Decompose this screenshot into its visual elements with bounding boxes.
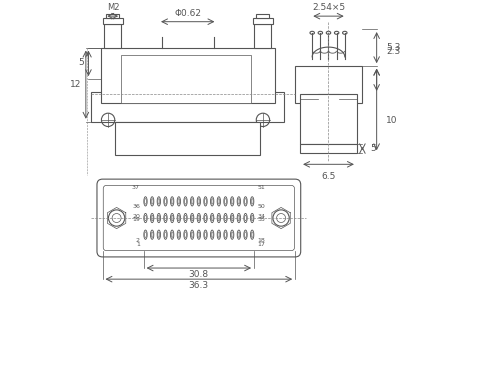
Text: 36.3: 36.3 bbox=[189, 281, 209, 290]
Text: 6.5: 6.5 bbox=[321, 172, 336, 181]
Bar bbox=[121, 55, 250, 103]
Bar bbox=[91, 92, 284, 122]
Text: 5: 5 bbox=[370, 144, 375, 153]
Text: 17: 17 bbox=[258, 242, 266, 247]
Text: 50: 50 bbox=[258, 204, 265, 209]
FancyBboxPatch shape bbox=[103, 185, 294, 250]
Text: 35: 35 bbox=[258, 217, 266, 222]
Text: 2.3: 2.3 bbox=[386, 47, 400, 56]
Bar bbox=[300, 144, 357, 153]
Text: 5: 5 bbox=[78, 58, 84, 67]
Text: 34: 34 bbox=[258, 214, 266, 219]
Text: 5.3: 5.3 bbox=[386, 43, 400, 52]
Text: 51: 51 bbox=[258, 185, 265, 190]
Bar bbox=[106, 14, 119, 18]
Text: 19: 19 bbox=[132, 217, 140, 222]
Bar bbox=[104, 24, 121, 48]
Text: 36: 36 bbox=[132, 204, 140, 209]
Bar bbox=[103, 18, 123, 24]
Text: M2: M2 bbox=[107, 3, 120, 12]
Text: 10: 10 bbox=[386, 116, 397, 125]
Text: 12: 12 bbox=[70, 80, 82, 89]
Text: 1: 1 bbox=[136, 242, 140, 247]
Text: Φ0.62: Φ0.62 bbox=[174, 9, 201, 18]
Bar bbox=[300, 94, 357, 144]
Text: 2: 2 bbox=[136, 238, 140, 243]
Text: 18: 18 bbox=[258, 238, 265, 243]
Bar bbox=[254, 24, 271, 48]
Bar bbox=[295, 66, 362, 103]
Text: 20: 20 bbox=[132, 214, 140, 219]
Bar bbox=[318, 94, 339, 103]
Text: 30.8: 30.8 bbox=[189, 270, 209, 279]
Bar bbox=[116, 122, 260, 155]
Bar bbox=[101, 48, 275, 103]
Bar bbox=[256, 14, 269, 18]
Text: 37: 37 bbox=[132, 185, 140, 190]
Bar bbox=[252, 18, 273, 24]
Text: 2.54×5: 2.54×5 bbox=[312, 3, 345, 12]
FancyBboxPatch shape bbox=[97, 179, 301, 257]
